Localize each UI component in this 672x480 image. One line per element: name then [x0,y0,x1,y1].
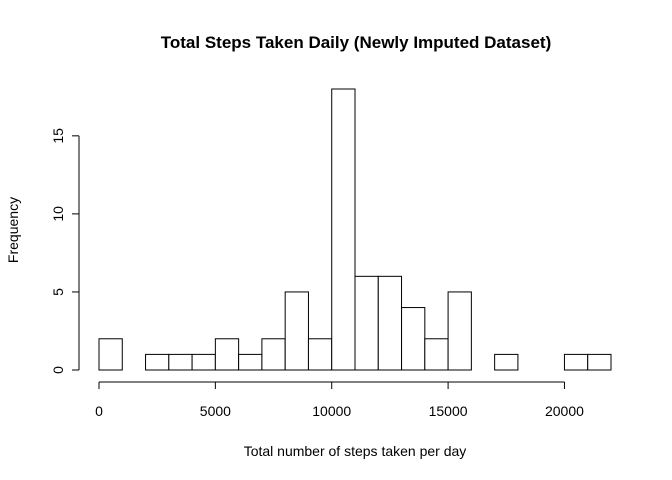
histogram-bar [214,338,240,371]
x-tick-label: 0 [95,403,103,419]
histogram-bar [424,338,449,371]
y-tick-label: 10 [50,206,66,222]
y-axis-label: Frequency [5,197,21,263]
histogram-bar [307,338,333,371]
y-tick-label: 5 [50,288,66,296]
x-tick-label: 15000 [429,403,468,419]
histogram-bar [563,353,589,371]
histogram-bar [284,291,309,371]
y-axis: 0 5 10 15 [50,128,80,374]
histogram-bar [168,353,193,371]
histogram-bar [261,338,286,371]
histogram-bar [145,353,170,371]
x-tick-label: 10000 [312,403,351,419]
histogram-bar [98,338,123,371]
bars-group [98,88,612,371]
x-tick-label: 5000 [200,403,231,419]
histogram-bar [401,307,426,371]
x-axis: 0 5000 10000 15000 20000 [95,381,584,419]
histogram-bar [447,291,472,371]
histogram-bar [191,353,216,371]
histogram-bar [331,88,356,371]
histogram-bar [587,353,612,371]
x-tick-label: 20000 [545,403,584,419]
histogram-bar [354,275,379,371]
histogram-bar [494,353,519,371]
histogram-bar [377,275,403,371]
histogram-bar [238,353,263,371]
chart-title: Total Steps Taken Daily (Newly Imputed D… [161,33,551,52]
x-axis-label: Total number of steps taken per day [244,443,467,459]
y-tick-label: 0 [50,366,66,374]
y-tick-label: 15 [50,128,66,144]
